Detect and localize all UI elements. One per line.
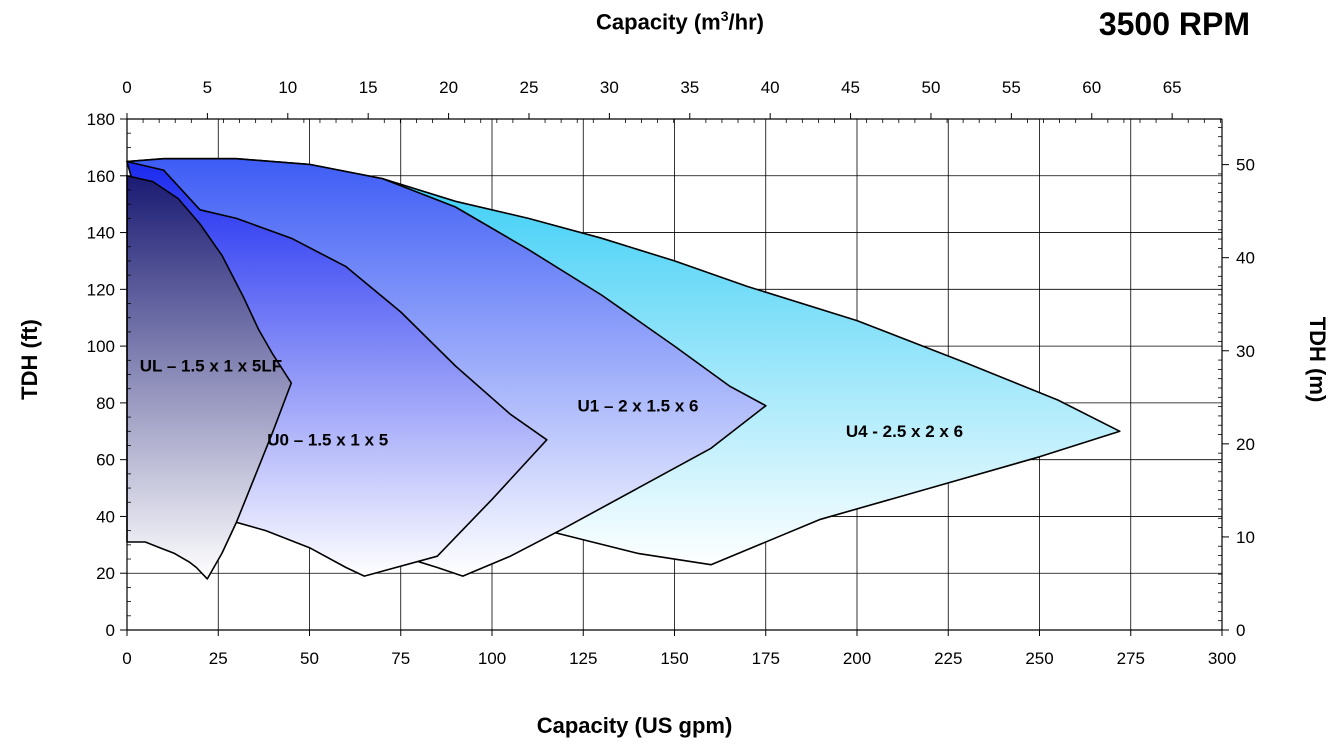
top-axis-title-suffix: /hr) [728, 9, 764, 35]
right-axis-title: TDH (m) [1305, 317, 1330, 403]
left-axis-title: TDH (ft) [17, 319, 42, 400]
axes: 0 25 50 75 100 125 150 175 200 225 250 275 300020406… [17, 78, 1330, 738]
top-tick-label: 10 [278, 78, 297, 97]
bottom-tick-label: 150 [660, 649, 688, 668]
right-tick-label: 20 [1236, 435, 1255, 454]
bottom-tick-label: 50 [300, 649, 319, 668]
top-tick-label: 55 [1002, 78, 1021, 97]
bottom-tick-label: 300 [1208, 649, 1236, 668]
series-label: U4 - 2.5 x 2 x 6 [846, 422, 963, 441]
bottom-tick-label: 75 [391, 649, 410, 668]
top-tick-label: 30 [600, 78, 619, 97]
top-tick-label: 40 [761, 78, 780, 97]
left-tick-label: 180 [87, 110, 115, 129]
bottom-tick-label: 250 [1025, 649, 1053, 668]
right-tick-label: 10 [1236, 528, 1255, 547]
series-labels: U4 - 2.5 x 2 x 6 U1 – 2 x 1.5 x 6 U0 – 1.5… [140, 357, 963, 450]
left-tick-label: 120 [87, 280, 115, 299]
series-area [126, 175, 293, 580]
series-label: U0 – 1.5 x 1 x 5 [267, 430, 388, 449]
bottom-tick-label: 225 [934, 649, 962, 668]
top-tick-label: 0 [122, 78, 131, 97]
bottom-axis-title: Capacity (US gpm) [537, 713, 733, 738]
bottom-tick-label: 200 [843, 649, 871, 668]
top-tick-label: 15 [359, 78, 378, 97]
left-tick-label: 80 [96, 394, 115, 413]
series-areas [126, 157, 1121, 580]
left-tick-label: 20 [96, 564, 115, 583]
right-tick-label: 40 [1236, 249, 1255, 268]
left-tick-label: 160 [87, 167, 115, 186]
right-tick-label: 30 [1236, 342, 1255, 361]
left-tick-label: 60 [96, 451, 115, 470]
bottom-tick-label: 125 [569, 649, 597, 668]
bottom-tick-label: 100 [478, 649, 506, 668]
top-axis-title-sup: 3 [720, 8, 729, 24]
right-tick-label: 0 [1236, 621, 1245, 640]
left-tick-label: 0 [106, 621, 115, 640]
top-tick-label: 20 [439, 78, 458, 97]
top-tick-label: 60 [1082, 78, 1101, 97]
left-tick-label: 100 [87, 337, 115, 356]
top-tick-label: 35 [680, 78, 699, 97]
bottom-tick-label: 275 [1117, 649, 1145, 668]
bottom-tick-label: 175 [752, 649, 780, 668]
bottom-tick-label: 0 [122, 649, 131, 668]
left-tick-label: 140 [87, 224, 115, 243]
top-tick-label: 50 [922, 78, 941, 97]
rpm-label: 3500 RPM [1098, 6, 1250, 42]
series-label: U1 – 2 x 1.5 x 6 [578, 396, 699, 415]
series-label: UL – 1.5 x 1 x 5LF [140, 357, 282, 376]
top-tick-label: 65 [1163, 78, 1182, 97]
top-tick-label: 25 [520, 78, 539, 97]
top-tick-label: 45 [841, 78, 860, 97]
bottom-tick-label: 25 [209, 649, 228, 668]
top-tick-label: 5 [203, 78, 212, 97]
right-tick-label: 50 [1236, 156, 1255, 175]
left-tick-label: 40 [96, 507, 115, 526]
top-axis-title-prefix: Capacity (m [596, 9, 721, 35]
top-axis-title: Capacity (m3/hr) [480, 8, 880, 35]
